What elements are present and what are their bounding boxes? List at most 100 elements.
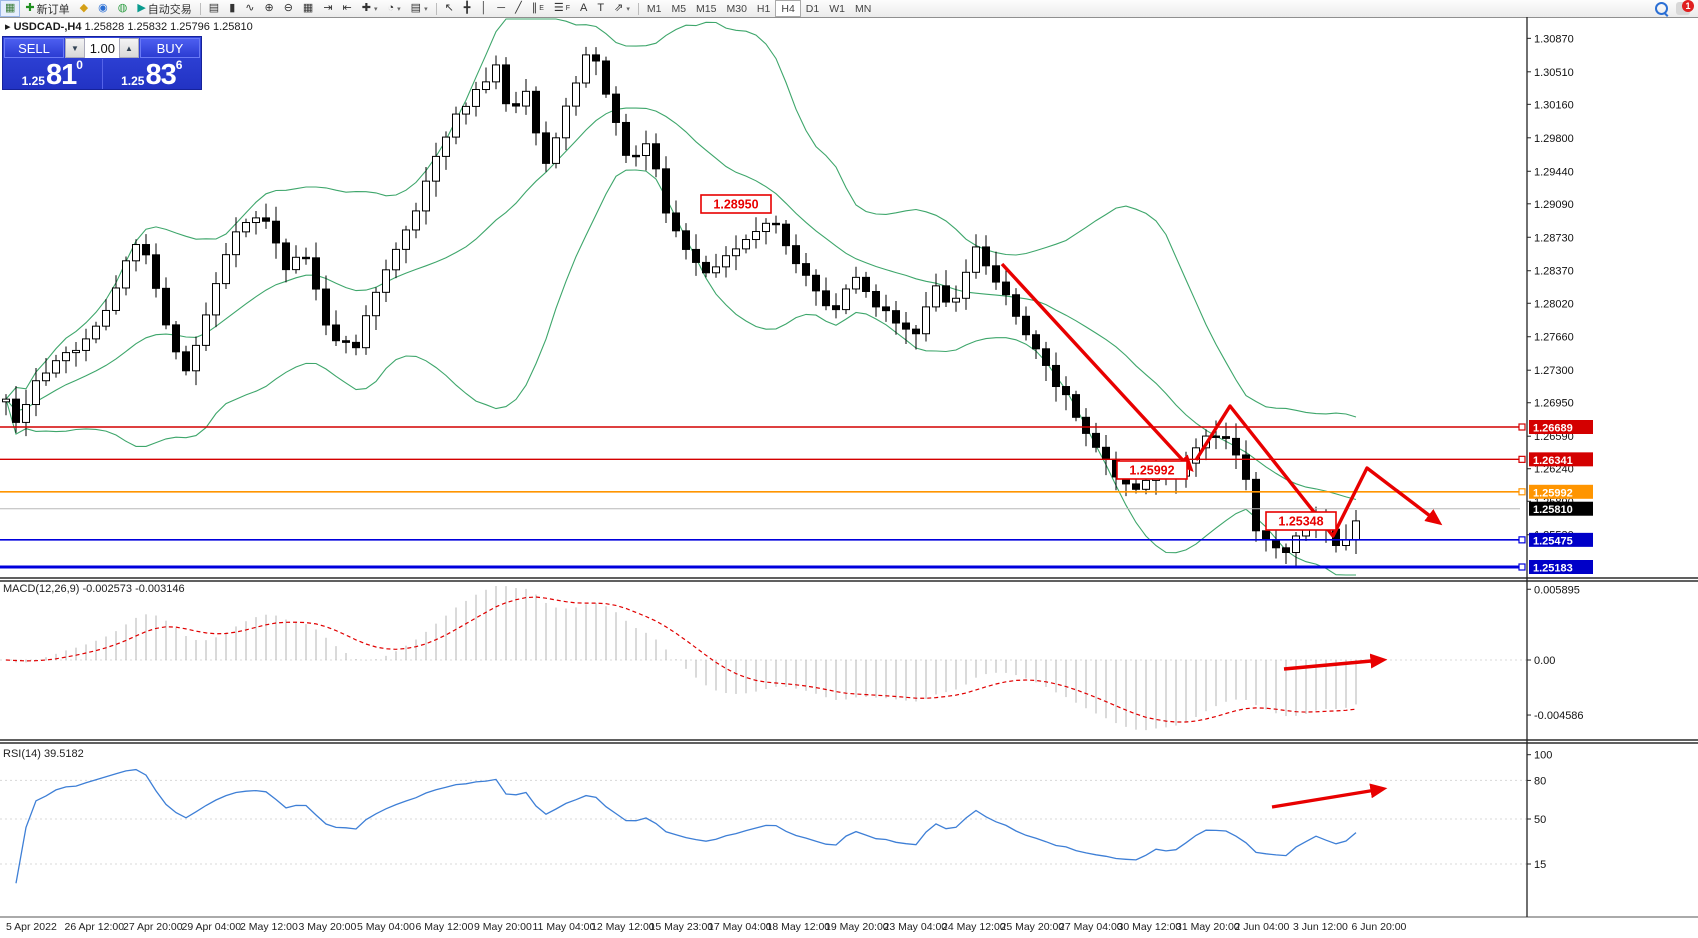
chart-shift-button[interactable]: ⇤ (338, 0, 357, 17)
auto-scroll-button[interactable]: ⇥ (318, 0, 337, 17)
svg-text:1.28950: 1.28950 (713, 198, 758, 212)
timeframe-m15-button[interactable]: M15 (696, 2, 717, 15)
downtrend-arrow[interactable] (1000, 262, 1194, 473)
rsi-up-arrow[interactable] (1271, 783, 1388, 809)
indicators-button[interactable]: ✚ ▾ (357, 0, 383, 17)
notifications-icon[interactable]: 1 (1676, 0, 1694, 15)
search-icon[interactable] (1655, 2, 1668, 15)
fibonacci-icon: ☰ (553, 2, 564, 14)
signals-button[interactable]: ◍ (113, 0, 133, 17)
templates-caret-icon: ▾ (424, 5, 428, 13)
crosshair-button[interactable]: ╋ (459, 0, 476, 17)
price-tick-label: 1.26950 (1534, 398, 1574, 410)
mql5-community-icon: ◉ (98, 2, 108, 14)
templates-button[interactable]: ▤ ▾ (406, 0, 433, 17)
buy-button[interactable]: BUY (140, 38, 200, 58)
volume-input[interactable]: 1.00 (85, 38, 119, 58)
time-axis-label[interactable]: 2 Jun 04:00 (1235, 921, 1290, 933)
zoom-out-icon: ⊖ (283, 2, 293, 14)
time-axis-label[interactable]: 6 Jun 20:00 (1352, 921, 1407, 933)
mql5-community-button[interactable]: ◉ (93, 0, 113, 17)
text-label-button[interactable]: T (592, 0, 609, 17)
text-label-icon: T (597, 2, 605, 14)
time-axis-label[interactable]: 12 May 12:00 (591, 921, 655, 933)
time-axis-label[interactable]: 19 May 20:00 (825, 921, 889, 933)
time-axis-label[interactable]: 24 May 12:00 (942, 921, 1006, 933)
chart-marker-icon: ▸ (5, 21, 11, 33)
periods-button[interactable]: ◔ ▾ (382, 0, 405, 17)
candlestick-chart-icon: ▮ (229, 2, 236, 14)
trendline-icon: ╱ (515, 2, 522, 14)
candlestick-chart-button[interactable]: ▮ (224, 0, 240, 17)
timeframe-m5-button[interactable]: M5 (671, 2, 687, 15)
time-axis-label[interactable]: 5 May 04:00 (357, 921, 415, 933)
fibonacci-button[interactable]: ☰ F (549, 0, 575, 17)
arrows-button[interactable]: ⇗ ▾ (609, 0, 635, 17)
vertical-line-button[interactable]: │ (475, 0, 492, 17)
volume-decrease-button[interactable]: ▼ (65, 38, 85, 58)
time-axis-label[interactable]: 31 May 20:00 (1176, 921, 1240, 933)
time-axis-label[interactable]: 25 May 20:00 (1001, 921, 1065, 933)
callout-1.25992[interactable] (1116, 460, 1188, 480)
timeframe-mn-button[interactable]: MN (854, 2, 872, 15)
time-axis-label[interactable]: 27 Apr 20:00 (123, 921, 183, 933)
new-chart-button[interactable]: ▦ (0, 0, 21, 17)
time-axis-label[interactable]: 15 May 23:00 (650, 921, 714, 933)
price-axis: 1.30870 1.30510 1.30160 1.29800 1.29440 1.290… (1527, 33, 1584, 871)
trendline-button[interactable]: ╱ (510, 0, 527, 17)
new-chart-icon: ▦ (5, 2, 16, 14)
bar-chart-button[interactable]: ▤ (204, 0, 224, 17)
buy-price[interactable]: 1.25 83 6 (103, 59, 202, 90)
autotrading-label: 自动交易 (147, 3, 192, 16)
time-axis-label[interactable]: 3 Jun 12:00 (1293, 921, 1348, 933)
autotrading-button[interactable]: ▶ 自动交易 (132, 0, 196, 17)
time-axis-label[interactable]: 17 May 04:00 (708, 921, 772, 933)
time-axis-label[interactable]: 23 May 04:00 (884, 921, 948, 933)
zoom-out-button[interactable]: ⊖ (279, 0, 298, 17)
line-chart-button[interactable]: ∿ (240, 0, 259, 17)
timeframe-m30-button[interactable]: M30 (726, 2, 747, 15)
sell-button[interactable]: SELL (4, 38, 64, 58)
time-axis-label[interactable]: 29 Apr 04:00 (182, 921, 242, 933)
price-tick-label: 1.27300 (1534, 365, 1574, 377)
sell-price[interactable]: 1.25 81 0 (3, 58, 103, 90)
time-axis-label[interactable]: 9 May 20:00 (474, 921, 532, 933)
chart-canvas[interactable]: MACD(12,26,9) -0.002573 -0.003146 RSI(14)… (0, 17, 1698, 938)
horizontal-line-button[interactable]: ─ (492, 0, 510, 17)
price-tick-label: 1.28730 (1534, 232, 1574, 244)
time-axis-label[interactable]: 26 Apr 12:00 (65, 921, 125, 933)
timeframe-h1-button[interactable]: H1 (756, 2, 771, 15)
callout-1.25348[interactable] (1265, 511, 1337, 531)
time-axis-label[interactable]: 30 May 12:00 (1118, 921, 1182, 933)
tile-windows-button[interactable]: ▦ (298, 0, 318, 17)
svg-text:1.25183: 1.25183 (1533, 563, 1573, 575)
projection-zigzag[interactable] (1194, 404, 1443, 538)
cursor-button[interactable]: ↖ (440, 0, 459, 17)
callout-1.28950[interactable] (700, 194, 772, 214)
time-axis-label[interactable]: 2 May 12:00 (240, 921, 298, 933)
new-order-icon: ✚ (25, 2, 35, 14)
time-axis-label[interactable]: 3 May 20:00 (299, 921, 357, 933)
timeframe-m1-button[interactable]: M1 (646, 2, 662, 15)
toolbar-separator (637, 2, 639, 15)
zoom-in-button[interactable]: ⊕ (259, 0, 278, 17)
new-order-button[interactable]: ✚ 新订单 (20, 0, 74, 17)
price-tick-label: 1.28370 (1534, 266, 1574, 278)
timeframe-w1-button[interactable]: W1 (829, 2, 845, 15)
text-button[interactable]: A (575, 0, 592, 17)
metaeditor-button[interactable]: ◆ (75, 0, 93, 17)
time-axis-label[interactable]: 5 Apr 2022 (6, 921, 57, 933)
metaeditor-icon: ◆ (79, 2, 89, 14)
volume-increase-button[interactable]: ▲ (119, 38, 139, 58)
time-axis-label[interactable]: 6 May 12:00 (416, 921, 474, 933)
sell-price-point: 0 (76, 58, 83, 72)
equidistant-channel-button[interactable]: ∥ E (527, 0, 549, 17)
time-axis-label[interactable]: 18 May 12:00 (767, 921, 831, 933)
macd-flat-arrow[interactable] (1283, 653, 1388, 671)
new-order-label: 新订单 (36, 3, 70, 16)
time-axis-label[interactable]: 11 May 04:00 (533, 921, 596, 933)
timeframe-h4-button[interactable]: H4 (775, 0, 801, 17)
timeframe-d1-button[interactable]: D1 (805, 2, 820, 15)
time-axis-label[interactable]: 27 May 04:00 (1059, 921, 1123, 933)
frame (0, 17, 1698, 918)
